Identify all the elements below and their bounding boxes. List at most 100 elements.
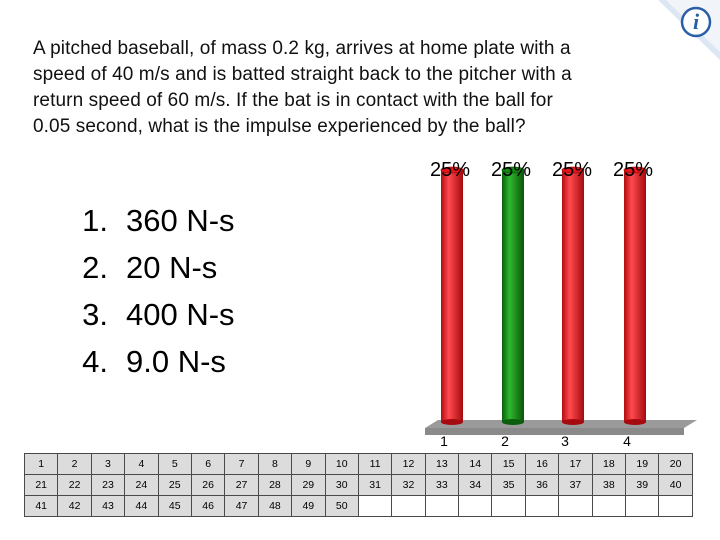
- answer-number: 3.: [82, 296, 108, 332]
- participant-cell: [491, 495, 526, 517]
- participant-cell: 6: [190, 453, 226, 475]
- participant-cell: 4: [124, 453, 159, 475]
- i-clicker-logo-icon: i: [658, 0, 720, 60]
- participant-row: 21 22 23 24 25 26 27 28 29 30 31 32 33 34 35 36 37 38 39 40: [23, 474, 693, 496]
- participant-cell: 40: [658, 474, 693, 496]
- response-chart: 25% 25% 25% 25% 1 2 3 4: [425, 159, 697, 449]
- answer-text: 9.0 N-s: [126, 343, 226, 379]
- participant-cell: 45: [157, 495, 192, 517]
- participant-cell: 3: [90, 453, 126, 475]
- answer-text: 360 N-s: [126, 202, 235, 238]
- participant-grid: 1 2 3 4 5 6 7 8 9 10 11 12 13 14 15 16 17 18 19 20 21 22 23 24 2…: [23, 453, 693, 517]
- participant-cell: [357, 495, 393, 517]
- question-line: speed of 40 m/s and is batted straight b…: [33, 64, 572, 85]
- participant-cell: 23: [90, 474, 126, 496]
- participant-cell: 10: [324, 453, 359, 475]
- participant-cell: 7: [224, 453, 259, 475]
- answer-text: 400 N-s: [126, 296, 235, 332]
- participant-cell: 33: [424, 474, 460, 496]
- participant-cell: 34: [458, 474, 493, 496]
- chart-category-label: 1: [440, 433, 448, 449]
- participant-cell: 19: [625, 453, 660, 475]
- participant-cell: 24: [124, 474, 159, 496]
- participant-cell: [424, 495, 460, 517]
- participant-cell: 22: [57, 474, 92, 496]
- answer-option[interactable]: 3. 400 N-s: [62, 291, 382, 338]
- participant-cell: 30: [324, 474, 359, 496]
- chart-category-label: 2: [501, 433, 509, 449]
- answer-list: 1. 360 N-s 2. 20 N-s 3. 400 N-s 4. 9.0 N…: [62, 197, 382, 385]
- question-line: return speed of 60 m/s. If the bat is in…: [33, 90, 553, 111]
- participant-cell: 13: [424, 453, 460, 475]
- answer-option[interactable]: 4. 9.0 N-s: [62, 338, 382, 385]
- participant-cell: 32: [391, 474, 426, 496]
- participant-cell: 44: [124, 495, 159, 517]
- answer-number: 1.: [82, 202, 108, 238]
- participant-cell: 12: [391, 453, 426, 475]
- participant-cell: 17: [558, 453, 593, 475]
- chart-bar: [501, 166, 525, 425]
- participant-cell: 43: [90, 495, 126, 517]
- participant-cell: 29: [291, 474, 326, 496]
- participant-cell: 18: [591, 453, 627, 475]
- participant-cell: [658, 495, 693, 517]
- participant-cell: 25: [157, 474, 192, 496]
- participant-cell: 47: [224, 495, 259, 517]
- participant-cell: 26: [190, 474, 226, 496]
- participant-cell: 16: [524, 453, 560, 475]
- chart-value-label: 25%: [552, 159, 592, 181]
- participant-cell: [558, 495, 593, 517]
- question-text: A pitched baseball, of mass 0.2 kg, arri…: [33, 36, 673, 140]
- participant-cell: 49: [291, 495, 326, 517]
- participant-cell: 35: [491, 474, 526, 496]
- participant-cell: [391, 495, 426, 517]
- participant-row: 1 2 3 4 5 6 7 8 9 10 11 12 13 14 15 16 17 18 19 20: [23, 453, 693, 475]
- participant-cell: 5: [157, 453, 192, 475]
- chart-value-label: 25%: [613, 159, 653, 181]
- chart-value-label: 25%: [491, 159, 531, 181]
- participant-cell: 14: [458, 453, 493, 475]
- chart-floor: [425, 420, 697, 428]
- participant-cell: [458, 495, 493, 517]
- participant-cell: 38: [591, 474, 627, 496]
- chart-bar: [561, 166, 585, 425]
- participant-cell: 27: [224, 474, 259, 496]
- participant-cell: [524, 495, 560, 517]
- answer-option[interactable]: 1. 360 N-s: [62, 197, 382, 244]
- svg-text:i: i: [693, 9, 700, 34]
- participant-cell: 15: [491, 453, 526, 475]
- chart-category-label: 3: [561, 433, 569, 449]
- participant-cell: [591, 495, 627, 517]
- question-line: A pitched baseball, of mass 0.2 kg, arri…: [33, 38, 571, 59]
- participant-cell: 2: [57, 453, 92, 475]
- participant-cell: 1: [23, 453, 59, 475]
- answer-text: 20 N-s: [126, 249, 218, 285]
- participant-cell: 9: [291, 453, 326, 475]
- participant-cell: 11: [357, 453, 393, 475]
- participant-cell: 39: [625, 474, 660, 496]
- participant-cell: 41: [23, 495, 59, 517]
- participant-cell: 28: [257, 474, 293, 496]
- answer-number: 2.: [82, 249, 108, 285]
- answer-option[interactable]: 2. 20 N-s: [62, 244, 382, 291]
- participant-cell: 37: [558, 474, 593, 496]
- participant-cell: 21: [23, 474, 59, 496]
- participant-cell: 50: [324, 495, 359, 517]
- chart-floor-front: [425, 428, 684, 435]
- participant-cell: 48: [257, 495, 293, 517]
- chart-category-label: 4: [623, 433, 631, 449]
- participant-cell: 42: [57, 495, 92, 517]
- chart-bar: [440, 166, 464, 425]
- participant-cell: 46: [190, 495, 226, 517]
- participant-cell: [625, 495, 660, 517]
- chart-value-label: 25%: [430, 159, 470, 181]
- question-line: 0.05 second, what is the impulse experie…: [33, 116, 526, 137]
- participant-row: 41 42 43 44 45 46 47 48 49 50: [23, 495, 693, 517]
- chart-bar: [623, 166, 647, 425]
- participant-cell: 8: [257, 453, 293, 475]
- participant-cell: 36: [524, 474, 560, 496]
- participant-cell: 20: [658, 453, 693, 475]
- answer-number: 4.: [82, 343, 108, 379]
- participant-cell: 31: [357, 474, 393, 496]
